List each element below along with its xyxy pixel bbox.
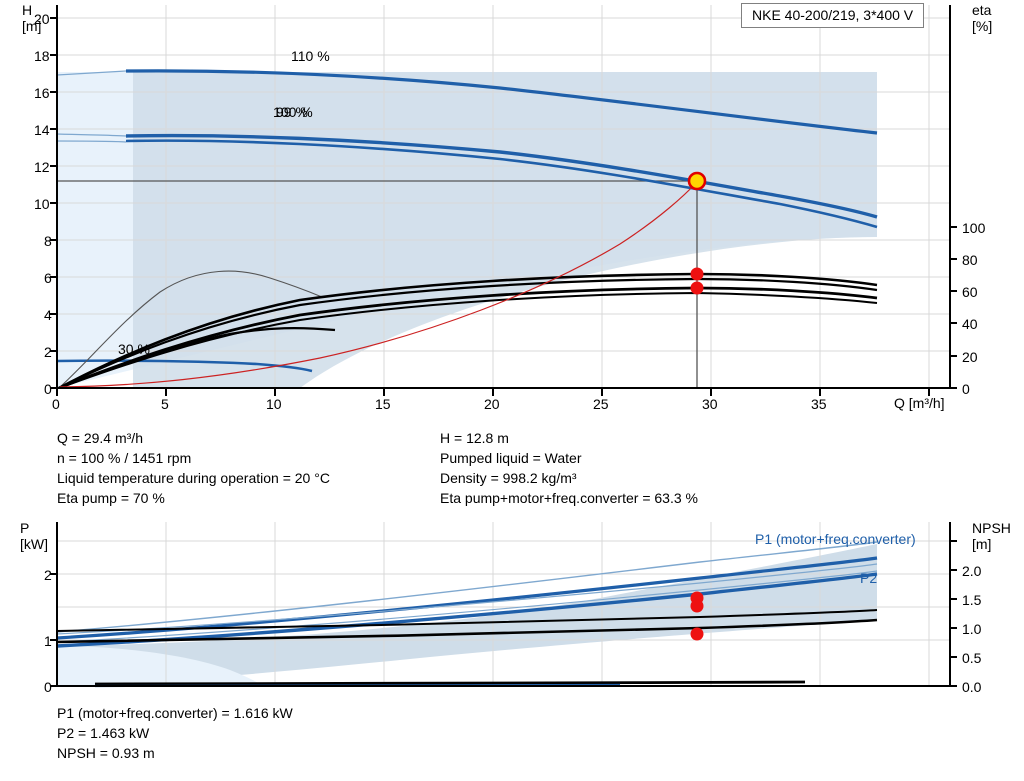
lower-y-tick-0: 0 bbox=[44, 679, 52, 695]
curve-eta-pump bbox=[58, 272, 878, 388]
eta-pump-marker[interactable] bbox=[690, 267, 704, 281]
eta-total-marker[interactable] bbox=[690, 281, 704, 295]
npsh-duty-marker[interactable] bbox=[690, 627, 704, 641]
lower-y2-axis-title: NPSH [m] bbox=[972, 520, 1011, 552]
upper-y-tick-14: 14 bbox=[34, 122, 50, 138]
curve-label-99: 99 % bbox=[276, 104, 308, 120]
power-npsh-chart bbox=[50, 522, 957, 688]
info-bottom-line-1: P1 (motor+freq.converter) = 1.616 kW bbox=[57, 705, 293, 721]
curve-p2-thin-b bbox=[57, 570, 878, 643]
curve-head-99-thin bbox=[57, 133, 127, 137]
info-left-line-4: Eta pump = 70 % bbox=[57, 490, 165, 506]
upper-bottom-ticks bbox=[56, 388, 930, 396]
curve-head-99-thin-2 bbox=[57, 140, 127, 143]
curve-head-99 bbox=[125, 139, 878, 229]
upper-y-axis-title: H [m] bbox=[22, 2, 42, 34]
upper-x-axis-title: Q [m³/h] bbox=[894, 395, 945, 411]
curve-eta-total-alt bbox=[58, 291, 878, 388]
upper-left-ticks bbox=[50, 17, 57, 389]
info-left-line-3: Liquid temperature during operation = 20… bbox=[57, 470, 330, 486]
curve-p1-upper bbox=[57, 541, 878, 633]
upper-y-tick-18: 18 bbox=[34, 48, 50, 64]
legend-p2: P2 bbox=[860, 570, 878, 586]
lower-axes bbox=[56, 522, 951, 687]
curve-eta-30 bbox=[58, 327, 336, 388]
lower-y2-tick-15: 1.5 bbox=[962, 592, 982, 608]
upper-y-tick-0: 0 bbox=[44, 381, 52, 397]
upper-y-tick-6: 6 bbox=[44, 270, 52, 286]
info-left-line-2: n = 100 % / 1451 rpm bbox=[57, 450, 192, 466]
upper-x-tick-15: 15 bbox=[375, 396, 391, 412]
upper-x-tick-5: 5 bbox=[161, 396, 169, 412]
curve-eta-reference bbox=[59, 270, 323, 388]
upper-y-tick-20: 20 bbox=[34, 11, 50, 27]
upper-y2-tick-60: 60 bbox=[962, 284, 978, 300]
curve-label-110: 110 % bbox=[291, 48, 330, 64]
power-envelope-light bbox=[57, 646, 263, 687]
upper-x-tick-25: 25 bbox=[593, 396, 609, 412]
lower-y-axis-title: P [kW] bbox=[20, 520, 48, 552]
legend-p1: P1 (motor+freq.converter) bbox=[755, 531, 916, 547]
info-bottom-line-3: NPSH = 0.93 m bbox=[57, 745, 155, 761]
upper-y-tick-12: 12 bbox=[34, 159, 50, 175]
curve-npsh bbox=[94, 680, 806, 686]
lower-left-ticks bbox=[50, 573, 57, 687]
upper-y2-tick-40: 40 bbox=[962, 316, 978, 332]
curve-head-110-thin bbox=[57, 70, 127, 76]
power-envelope-dark bbox=[57, 544, 877, 686]
curve-label-30: 30 % bbox=[118, 341, 150, 357]
upper-y2-tick-0: 0 bbox=[962, 381, 970, 397]
curve-head-110 bbox=[125, 69, 878, 135]
upper-y2-tick-80: 80 bbox=[962, 252, 978, 268]
curve-eta-pump-alt bbox=[58, 277, 878, 388]
upper-y2-tick-100: 100 bbox=[962, 220, 986, 236]
lower-y2-tick-00: 0.0 bbox=[962, 679, 982, 695]
pump-model-title-box: NKE 40-200/219, 3*400 V bbox=[741, 3, 925, 28]
upper-y2-tick-20: 20 bbox=[962, 349, 978, 365]
curve-system-red bbox=[59, 181, 698, 388]
upper-y-tick-8: 8 bbox=[44, 233, 52, 249]
head-efficiency-chart bbox=[50, 5, 957, 396]
info-right-line-3: Density = 998.2 kg/m³ bbox=[440, 470, 577, 486]
upper-right-ticks bbox=[950, 226, 957, 389]
curve-eta-total bbox=[58, 286, 878, 388]
info-right-line-2: Pumped liquid = Water bbox=[440, 450, 582, 466]
upper-x-tick-0: 0 bbox=[52, 396, 60, 412]
upper-x-tick-20: 20 bbox=[484, 396, 500, 412]
p2-duty-marker[interactable] bbox=[690, 599, 704, 613]
lower-y-tick-1: 1 bbox=[44, 633, 52, 649]
upper-y-tick-4: 4 bbox=[44, 307, 52, 323]
upper-x-tick-10: 10 bbox=[266, 396, 282, 412]
curve-p1 bbox=[57, 556, 878, 640]
lower-y2-tick-20: 2.0 bbox=[962, 563, 982, 579]
curve-p2-thin-a bbox=[57, 563, 878, 635]
upper-y-tick-10: 10 bbox=[34, 196, 50, 212]
curve-label-100: 100 % bbox=[273, 104, 313, 120]
curve-p2 bbox=[57, 572, 878, 648]
lower-y2-tick-10: 1.0 bbox=[962, 621, 982, 637]
curve-p-shaft-lower bbox=[57, 618, 878, 644]
info-right-line-1: H = 12.8 m bbox=[440, 430, 509, 446]
lower-y-tick-2: 2 bbox=[44, 567, 52, 583]
info-right-line-4: Eta pump+motor+freq.converter = 63.3 % bbox=[440, 490, 698, 506]
lower-y2-tick-05: 0.5 bbox=[962, 650, 982, 666]
curve-head-30 bbox=[57, 359, 313, 373]
duty-point-marker[interactable] bbox=[687, 171, 707, 191]
curve-head-100 bbox=[125, 133, 878, 219]
grid-vertical bbox=[165, 5, 930, 388]
upper-x-tick-35: 35 bbox=[811, 396, 827, 412]
envelope-dark-region bbox=[133, 72, 877, 388]
lower-right-ticks bbox=[950, 540, 957, 687]
upper-y-tick-16: 16 bbox=[34, 85, 50, 101]
upper-axes bbox=[56, 5, 951, 389]
info-left-line-1: Q = 29.4 m³/h bbox=[57, 430, 143, 446]
upper-y2-axis-title: eta [%] bbox=[972, 2, 993, 34]
curve-p-shaft-upper bbox=[57, 609, 878, 632]
power-envelope bbox=[57, 544, 877, 687]
upper-x-tick-30: 30 bbox=[702, 396, 718, 412]
upper-y-tick-2: 2 bbox=[44, 344, 52, 360]
info-bottom-line-2: P2 = 1.463 kW bbox=[57, 725, 150, 741]
